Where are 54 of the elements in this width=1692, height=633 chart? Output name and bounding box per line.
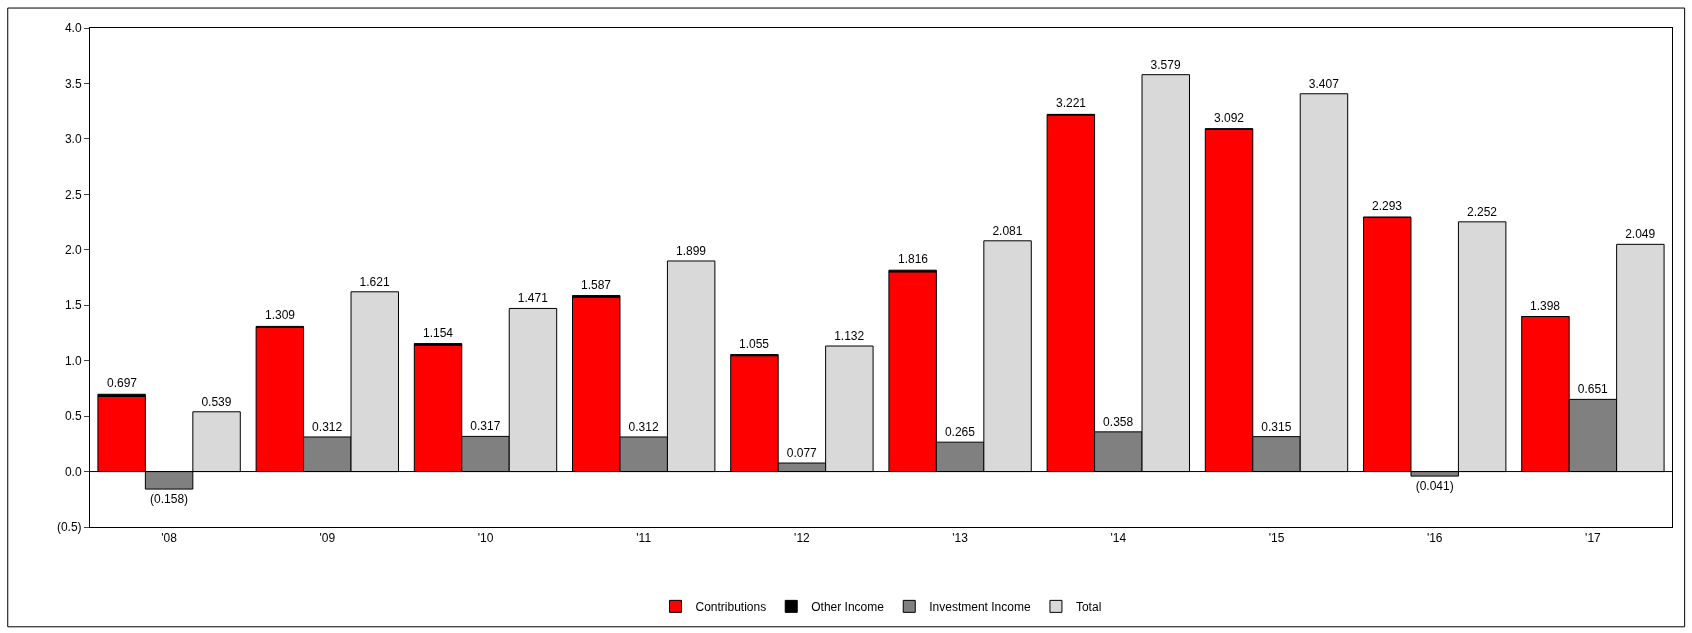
data-label: 0.312	[312, 419, 343, 434]
y-tick-label: 1.5	[64, 298, 82, 313]
legend-label: Investment Income	[929, 600, 1031, 615]
legend-label: Contributions	[695, 600, 767, 615]
y-tick-label: 4.0	[64, 21, 82, 36]
annotation: 1.398	[1530, 299, 1561, 313]
x-tick-label: '15	[1268, 531, 1285, 546]
data-label: 0.265	[944, 425, 976, 440]
data-label: 0.317	[470, 419, 501, 434]
data-label: 1.132	[834, 329, 865, 344]
x-tick-label: '11	[636, 531, 652, 546]
data-label: 0.358	[1103, 414, 1134, 429]
data-label: 3.579	[1150, 57, 1181, 72]
annotation: 0.697	[107, 376, 138, 390]
data-label: 2.252	[1466, 204, 1498, 219]
x-tick-label: '14	[1110, 531, 1127, 546]
annotation: 1.055	[739, 337, 770, 351]
y-tick-label: (0.5)	[56, 520, 82, 535]
data-label: 1.621	[359, 274, 390, 289]
y-tick-label: 0.0	[64, 464, 82, 479]
annotation: 1.154	[423, 326, 454, 340]
data-label: 0.651	[1577, 382, 1609, 397]
data-label: 2.081	[992, 223, 1023, 238]
data-label: (0.041)	[1415, 479, 1454, 494]
data-label: 0.315	[1261, 419, 1292, 434]
data-label: 1.471	[517, 291, 549, 306]
y-tick-label: 2.0	[64, 242, 82, 257]
annotation: 1.587	[581, 278, 612, 292]
legend-label: Total	[1075, 600, 1102, 615]
y-tick-label: 1.0	[64, 353, 82, 368]
data-label: 1.899	[675, 243, 707, 258]
annotation: 3.221	[1056, 96, 1087, 110]
annotation: 1.309	[265, 308, 296, 322]
annotation: 1.816	[898, 252, 929, 266]
data-label: 3.407	[1308, 76, 1340, 91]
x-tick-label: '16	[1426, 531, 1443, 546]
data-label: 0.077	[786, 446, 818, 461]
y-tick-label: 0.5	[64, 409, 82, 424]
data-label: (0.158)	[150, 492, 189, 507]
y-tick-label: 3.0	[64, 132, 82, 147]
x-tick-label: '08	[161, 531, 178, 546]
x-tick-label: '10	[477, 531, 494, 546]
x-tick-label: '17	[1585, 531, 1602, 546]
legend-label: Other Income	[811, 600, 885, 615]
x-tick-label: '09	[319, 531, 336, 546]
data-label: 2.049	[1625, 227, 1656, 242]
x-tick-label: '13	[952, 531, 969, 546]
annotation: 3.092	[1214, 111, 1245, 125]
y-tick-label: 2.5	[64, 187, 82, 202]
y-tick-label: 3.5	[64, 76, 82, 91]
data-label: 0.312	[628, 419, 659, 434]
data-label: 0.539	[201, 394, 232, 409]
x-tick-label: '12	[794, 531, 811, 546]
annotation: 2.293	[1372, 199, 1403, 213]
